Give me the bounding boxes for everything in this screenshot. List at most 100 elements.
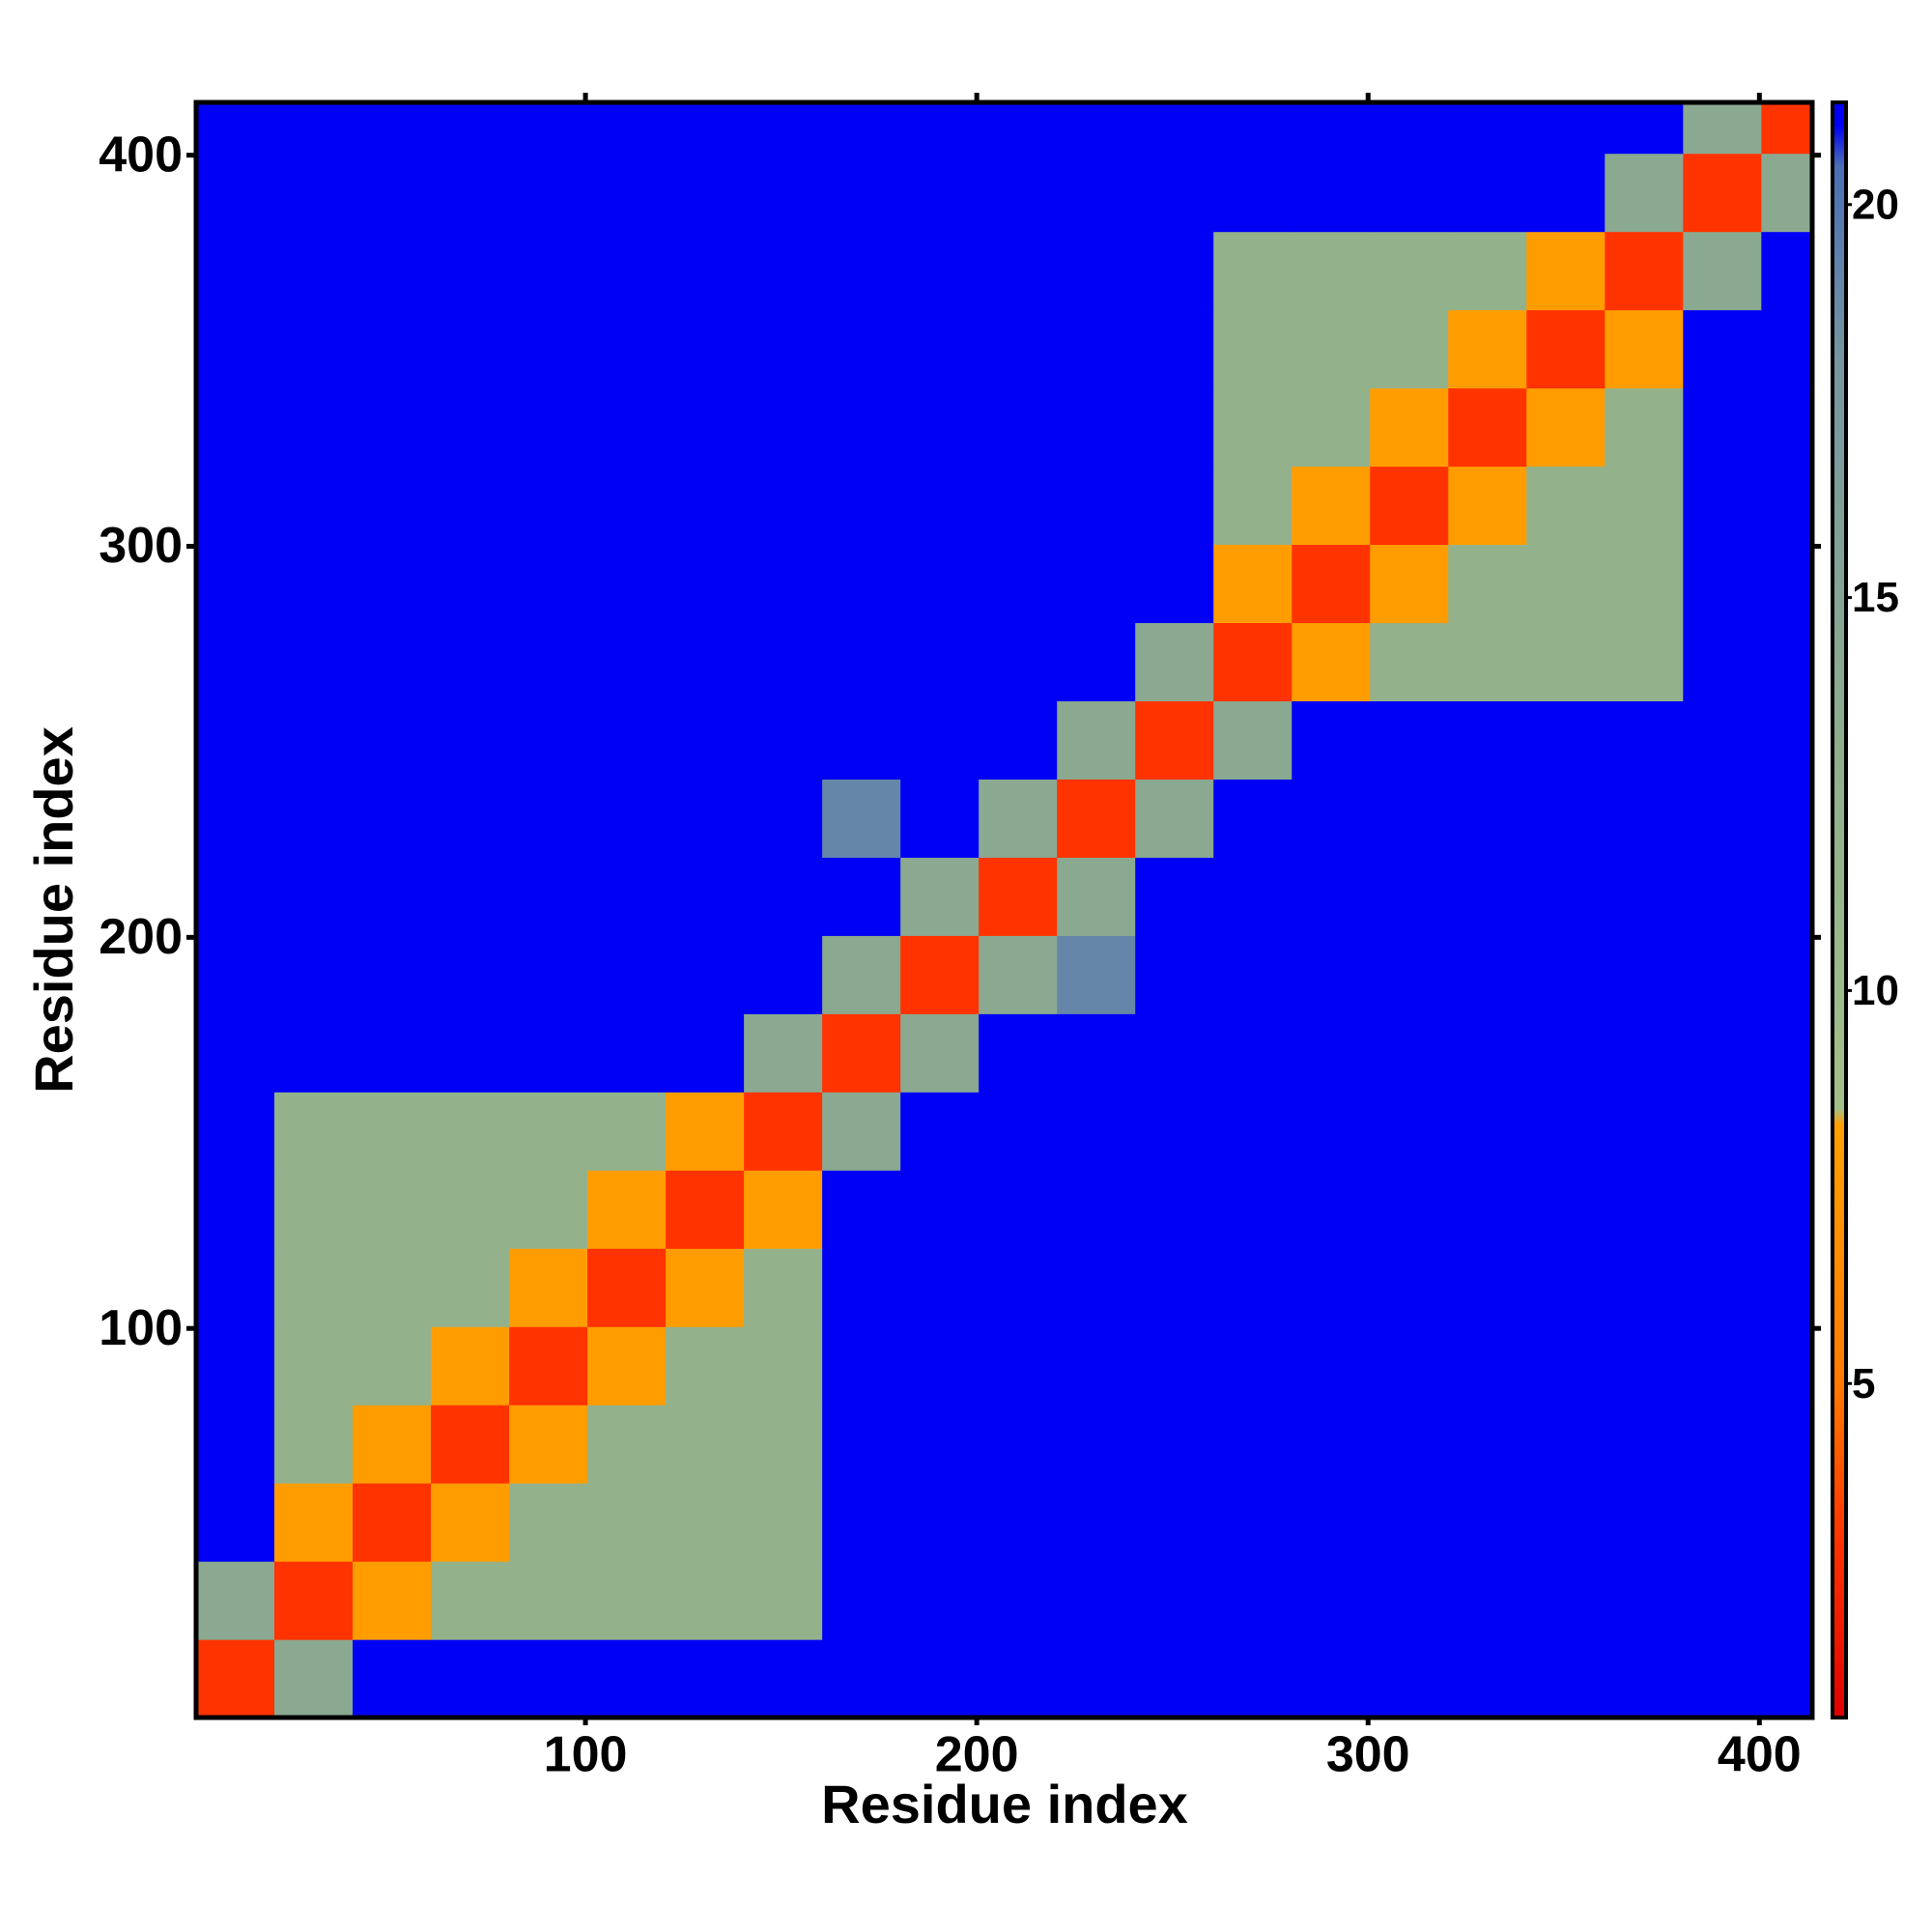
heatmap-cell xyxy=(509,1326,588,1406)
heatmap-cell xyxy=(900,1483,980,1562)
heatmap-cell xyxy=(1057,622,1136,702)
heatmap-cell xyxy=(509,700,588,780)
heatmap-cell xyxy=(666,935,745,1014)
heatmap-cell xyxy=(1683,1639,1762,1718)
heatmap-cell xyxy=(274,1639,354,1718)
heatmap-cell xyxy=(509,1170,588,1249)
heatmap-cell xyxy=(900,1170,980,1249)
heatmap-cell xyxy=(744,622,823,702)
heatmap-cell xyxy=(353,1405,432,1484)
heatmap-cell xyxy=(1057,309,1136,389)
heatmap-cell xyxy=(353,857,432,936)
heatmap-cell xyxy=(509,1092,588,1171)
heatmap-cell xyxy=(1135,1405,1214,1484)
heatmap-cell xyxy=(509,935,588,1014)
heatmap-cell xyxy=(353,1248,432,1327)
heatmap-cell xyxy=(900,387,980,468)
heatmap-cell xyxy=(1292,1170,1371,1249)
heatmap-cell xyxy=(1135,544,1214,624)
heatmap-cell xyxy=(1135,857,1214,936)
heatmap-cell xyxy=(1292,544,1371,624)
heatmap-cell xyxy=(666,1013,745,1093)
heatmap-cell xyxy=(1526,387,1605,468)
heatmap-cell xyxy=(353,387,432,468)
heatmap-cell xyxy=(1761,1639,1812,1718)
heatmap-cell xyxy=(587,779,667,858)
heatmap-cell xyxy=(1448,935,1527,1014)
heatmap-cell xyxy=(1135,1326,1214,1406)
heatmap-cell xyxy=(822,857,901,936)
heatmap-cell xyxy=(587,622,667,702)
heatmap-cell xyxy=(1057,1248,1136,1327)
heatmap-cell xyxy=(431,1405,510,1484)
heatmap-cell xyxy=(587,700,667,780)
heatmap-cell xyxy=(1057,1170,1136,1249)
heatmap-cell xyxy=(431,102,510,155)
heatmap-cell xyxy=(744,700,823,780)
heatmap-cell xyxy=(1605,387,1684,468)
heatmap-cell xyxy=(196,231,275,311)
heatmap-cell xyxy=(587,544,667,624)
heatmap-cell xyxy=(744,1326,823,1406)
heatmap-cell xyxy=(431,779,510,858)
heatmap-cell xyxy=(196,1561,275,1640)
heatmap-cell xyxy=(1448,102,1527,155)
heatmap-cell xyxy=(1526,1326,1605,1406)
heatmap-cell xyxy=(1135,102,1214,155)
heatmap-cell xyxy=(1761,1483,1812,1562)
heatmap-cell xyxy=(1526,1170,1605,1249)
heatmap-cell xyxy=(822,935,901,1014)
heatmap-cell xyxy=(196,622,275,702)
heatmap-cell xyxy=(1683,153,1762,233)
colorbar-frame xyxy=(1831,100,1848,1719)
heatmap-cell xyxy=(1057,1013,1136,1093)
heatmap-cell xyxy=(353,779,432,858)
heatmap-cell xyxy=(196,779,275,858)
heatmap-cell xyxy=(1605,466,1684,546)
heatmap-cell xyxy=(587,1405,667,1484)
heatmap-cell xyxy=(1057,700,1136,780)
heatmap-cell xyxy=(666,102,745,155)
heatmap-cell xyxy=(509,387,588,468)
heatmap-cell xyxy=(822,779,901,858)
heatmap-cell xyxy=(1135,231,1214,311)
heatmap-cell xyxy=(1526,1092,1605,1171)
heatmap-cell xyxy=(666,387,745,468)
heatmap-cell xyxy=(900,622,980,702)
heatmap-cell xyxy=(1370,1013,1449,1093)
heatmap-cell xyxy=(1683,1013,1762,1093)
heatmap-cell xyxy=(1292,700,1371,780)
heatmap-cell xyxy=(509,309,588,389)
heatmap-cell xyxy=(1057,1326,1136,1406)
heatmap-cell xyxy=(1057,1483,1136,1562)
heatmap-cell xyxy=(587,1170,667,1249)
heatmap-cell xyxy=(1213,700,1293,780)
heatmap-cell xyxy=(353,1483,432,1562)
heatmap-cell xyxy=(1057,1561,1136,1640)
heatmap-cell xyxy=(1370,1248,1449,1327)
heatmap-cell xyxy=(1292,1326,1371,1406)
heatmap-cell xyxy=(587,231,667,311)
heatmap-cell xyxy=(979,1013,1058,1093)
heatmap-cell xyxy=(822,1639,901,1718)
heatmap-cell xyxy=(1605,779,1684,858)
heatmap-cell xyxy=(979,700,1058,780)
heatmap-cell xyxy=(1448,622,1527,702)
colorbar-tick-label: 20 xyxy=(1852,181,1899,228)
heatmap-cell xyxy=(1683,700,1762,780)
heatmap-cell xyxy=(1292,309,1371,389)
heatmap-cell xyxy=(431,153,510,233)
heatmap-cell xyxy=(1683,935,1762,1014)
heatmap-cell xyxy=(1292,779,1371,858)
heatmap-cell xyxy=(1135,622,1214,702)
y-tick-label: 300 xyxy=(99,518,183,574)
heatmap-cell xyxy=(744,1405,823,1484)
x-tick-label: 200 xyxy=(935,1727,1019,1783)
heatmap-cell xyxy=(1683,622,1762,702)
heatmap-cell xyxy=(666,1248,745,1327)
heatmap-cell xyxy=(1605,102,1684,155)
heatmap-cell xyxy=(900,153,980,233)
colorbar-segment xyxy=(1833,361,1846,755)
heatmap-cell xyxy=(900,1561,980,1640)
